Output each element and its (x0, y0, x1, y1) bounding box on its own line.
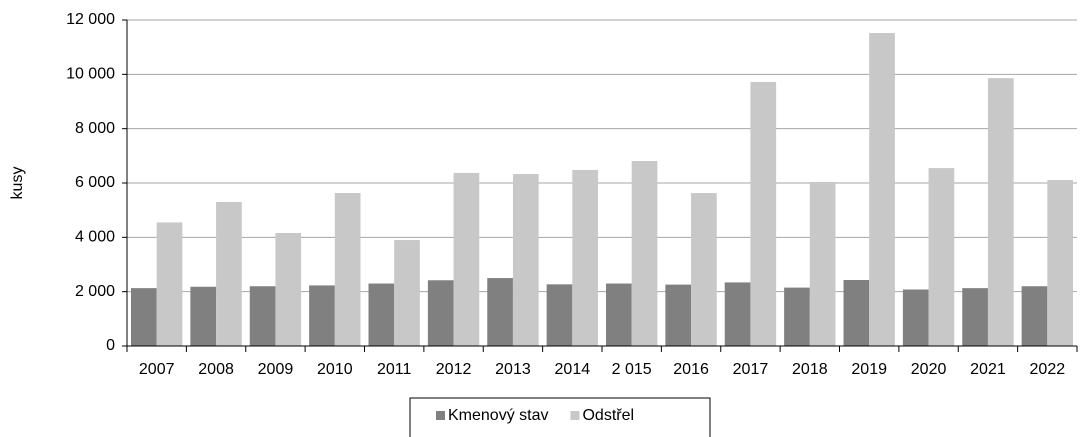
bar (750, 81, 777, 346)
x-tick-label: 2009 (258, 361, 294, 378)
bar (249, 286, 276, 346)
x-tick-label: 2018 (792, 361, 828, 378)
y-tick-label: 6 000 (75, 174, 115, 191)
bar (691, 193, 717, 346)
bar (843, 279, 870, 346)
bar (309, 285, 335, 346)
bar (394, 240, 420, 346)
bar (987, 78, 1014, 347)
bar (453, 172, 480, 346)
x-tick-label: 2016 (673, 361, 709, 378)
bar (546, 284, 573, 346)
x-tick-label: 2019 (851, 361, 887, 378)
bar (131, 288, 157, 346)
bar (724, 282, 751, 346)
bar (275, 232, 302, 346)
y-tick-label: 0 (106, 337, 115, 354)
bar (1021, 286, 1048, 346)
bar (606, 283, 632, 346)
bar (962, 288, 988, 346)
x-tick-label: 2014 (555, 361, 591, 378)
x-tick-label: 2 015 (612, 361, 652, 378)
y-tick-label: 12 000 (66, 11, 115, 28)
x-tick-label: 2013 (495, 361, 531, 378)
y-tick-label: 2 000 (75, 283, 115, 300)
bar (427, 280, 454, 346)
x-tick-label: 2012 (436, 361, 472, 378)
bar (190, 286, 217, 346)
bar (572, 169, 598, 346)
legend-box (409, 397, 711, 437)
x-tick-label: 2008 (198, 361, 234, 378)
bar (784, 287, 810, 346)
bar (928, 168, 955, 346)
bar (809, 181, 836, 346)
bar (902, 289, 929, 346)
y-tick-label: 4 000 (75, 229, 115, 246)
bar (869, 33, 895, 346)
legend-label: Kmenový stav (448, 407, 548, 424)
bar (665, 284, 692, 346)
bar (334, 193, 361, 346)
bar (487, 278, 513, 346)
x-tick-label: 2017 (733, 361, 769, 378)
x-tick-label: 2011 (377, 361, 412, 378)
y-tick-label: 8 000 (75, 120, 115, 137)
legend-swatch (436, 411, 445, 420)
legend-swatch (570, 411, 580, 420)
bar (631, 160, 658, 346)
bar (156, 222, 183, 346)
bar (216, 202, 242, 346)
bar (1047, 180, 1073, 346)
bar (368, 283, 395, 346)
x-tick-label: 2020 (911, 361, 947, 378)
y-tick-label: 10 000 (66, 66, 115, 83)
y-axis-label: kusy (9, 167, 26, 200)
x-tick-label: 2007 (139, 361, 175, 378)
x-tick-label: 2022 (1030, 361, 1066, 378)
x-tick-label: 2021 (970, 361, 1006, 378)
legend-label: Odstřel (582, 407, 634, 424)
x-tick-label: 2010 (317, 361, 353, 378)
bar (512, 174, 539, 346)
